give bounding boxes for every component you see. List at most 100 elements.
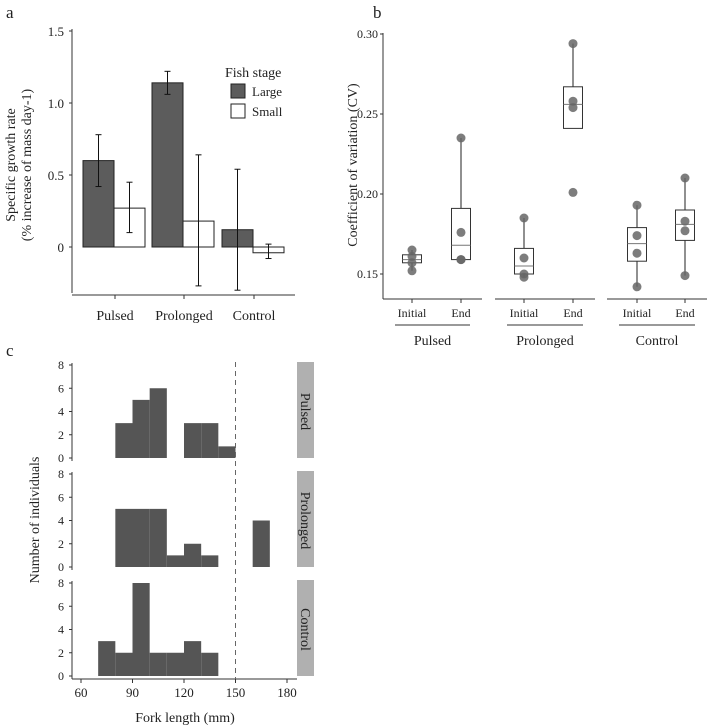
c-y-tick-label: 2 xyxy=(58,428,64,442)
c-hist-bar-pulsed xyxy=(132,399,150,458)
b-data-point xyxy=(407,258,417,268)
c-hist-bar-pulsed xyxy=(218,446,236,458)
c-y-tick-label: 6 xyxy=(58,599,64,613)
b-data-point xyxy=(519,253,529,263)
b-data-point xyxy=(632,282,642,292)
c-hist-bar-control xyxy=(98,641,116,676)
b-y-label: Coefficient of variation (CV) xyxy=(346,83,361,247)
b-box xyxy=(627,227,647,262)
b-data-point xyxy=(680,173,690,183)
c-y-tick-label: 0 xyxy=(58,669,64,683)
c-x-tick-label: 60 xyxy=(75,685,88,700)
c-y-tick-label: 4 xyxy=(58,405,64,419)
b-x-tick-label: Initial xyxy=(510,306,539,320)
b-data-point xyxy=(632,231,642,241)
b-data-point xyxy=(519,213,529,223)
c-hist-bar-prolonged xyxy=(201,555,219,567)
b-y-tick-label: 0.15 xyxy=(357,267,378,281)
b-data-point xyxy=(407,245,417,255)
c-y-tick-label: 0 xyxy=(58,451,64,465)
c-y-tick-label: 4 xyxy=(58,623,64,637)
a-x-tick-label: Prolonged xyxy=(155,309,213,324)
c-hist-bar-control xyxy=(149,652,167,676)
c-hist-bar-control xyxy=(201,652,219,676)
c-y-tick-label: 2 xyxy=(58,537,64,551)
c-y-tick-label: 8 xyxy=(58,576,64,590)
c-y-tick-label: 8 xyxy=(58,358,64,372)
b-data-point xyxy=(680,226,690,236)
c-hist-bar-pulsed xyxy=(201,423,219,458)
c-facet-label: Control xyxy=(297,608,312,651)
b-data-point xyxy=(456,255,466,265)
b-data-point xyxy=(568,103,578,113)
c-hist-bar-pulsed xyxy=(115,423,133,458)
c-facet-strip xyxy=(297,471,314,567)
b-x-tick-label: Initial xyxy=(623,306,652,320)
c-hist-bar-prolonged xyxy=(252,520,270,567)
c-y-tick-label: 8 xyxy=(58,467,64,481)
b-data-point xyxy=(456,133,466,143)
c-y-tick-label: 4 xyxy=(58,514,64,528)
c-y-tick-label: 6 xyxy=(58,381,64,395)
c-y-tick-label: 0 xyxy=(58,560,64,574)
b-y-tick-label: 0.20 xyxy=(357,187,378,201)
b-data-point xyxy=(456,227,466,237)
c-hist-bar-prolonged xyxy=(166,555,184,567)
a-y-label-line2: (% increase of mass day-1) xyxy=(20,88,35,241)
c-hist-bar-prolonged xyxy=(184,543,202,567)
c-x-tick-label: 90 xyxy=(126,685,139,700)
c-hist-bar-control xyxy=(184,641,202,676)
a-y-tick-label: 0 xyxy=(58,240,65,255)
a-x-tick-label: Pulsed xyxy=(96,309,133,324)
c-x-tick-label: 120 xyxy=(174,685,194,700)
c-x-tick-label: 150 xyxy=(226,685,246,700)
b-data-point xyxy=(407,266,417,276)
c-y-label: Number of individuals xyxy=(28,457,43,584)
panel-label-b: b xyxy=(373,3,382,22)
c-hist-bar-control xyxy=(115,652,133,676)
b-data-point xyxy=(407,251,417,261)
b-y-tick-label: 0.25 xyxy=(357,107,378,121)
c-facet-label: Pulsed xyxy=(297,393,312,430)
b-data-point xyxy=(680,216,690,226)
b-data-point xyxy=(568,39,578,49)
b-x-tick-label: Initial xyxy=(398,306,427,320)
b-data-point xyxy=(632,248,642,258)
c-facet-strip xyxy=(297,362,314,458)
b-group-label: Control xyxy=(636,334,679,349)
b-data-point xyxy=(568,96,578,106)
panel-label-c: c xyxy=(6,341,14,360)
c-x-label: Fork length (mm) xyxy=(135,711,235,726)
panel-label-a: a xyxy=(6,3,14,22)
c-hist-bar-control xyxy=(166,652,184,676)
a-y-tick-label: 1.0 xyxy=(48,96,64,111)
c-hist-bar-prolonged xyxy=(115,508,133,567)
a-bar-large xyxy=(151,82,184,248)
c-y-tick-label: 2 xyxy=(58,646,64,660)
c-x-tick-label: 180 xyxy=(277,685,297,700)
b-x-tick-label: End xyxy=(451,306,470,320)
c-hist-bar-control xyxy=(132,583,150,676)
legend-label-small: Small xyxy=(252,104,283,119)
b-data-point xyxy=(568,187,578,197)
c-hist-bar-prolonged xyxy=(132,508,150,567)
a-y-tick-label: 1.5 xyxy=(48,24,64,39)
b-data-point xyxy=(632,200,642,210)
c-facet-strip xyxy=(297,580,314,676)
b-data-point xyxy=(519,272,529,282)
a-y-label-line1: Specific growth rate xyxy=(4,108,19,222)
b-group-label: Prolonged xyxy=(516,334,574,349)
b-y-tick-label: 0.30 xyxy=(357,27,378,41)
legend-swatch-large xyxy=(230,83,246,99)
c-hist-bar-prolonged xyxy=(149,508,167,567)
legend-swatch-small xyxy=(230,103,246,119)
c-hist-bar-pulsed xyxy=(149,388,167,458)
a-x-tick-label: Control xyxy=(233,309,276,324)
legend-label-large: Large xyxy=(252,84,282,99)
b-x-tick-label: End xyxy=(563,306,582,320)
c-hist-bar-pulsed xyxy=(184,423,202,458)
b-data-point xyxy=(680,271,690,281)
c-facet-label: Prolonged xyxy=(297,492,312,550)
b-x-tick-label: End xyxy=(675,306,694,320)
